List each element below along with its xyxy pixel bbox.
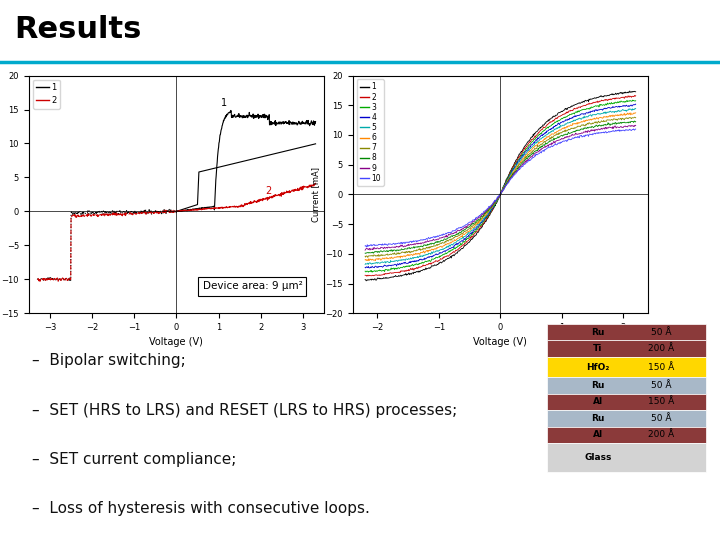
Text: –  SET current compliance;: – SET current compliance; <box>32 452 236 467</box>
Legend: 1, 2, 3, 4, 5, 6, 7, 8, 9, 10: 1, 2, 3, 4, 5, 6, 7, 8, 9, 10 <box>356 79 384 186</box>
Text: –  Loss of hysteresis with consecutive loops.: – Loss of hysteresis with consecutive lo… <box>32 501 370 516</box>
Text: Al: Al <box>593 397 603 407</box>
X-axis label: Voltage (V): Voltage (V) <box>474 338 527 347</box>
Text: Ru: Ru <box>591 381 605 390</box>
Text: Ti: Ti <box>593 344 603 353</box>
Text: 200 Å: 200 Å <box>648 344 675 353</box>
Text: 150 Å: 150 Å <box>648 397 675 407</box>
Text: Device area: 9 μm²: Device area: 9 μm² <box>202 281 302 292</box>
Text: 150 Å: 150 Å <box>648 362 675 372</box>
Text: 200 Å: 200 Å <box>648 430 675 440</box>
Bar <box>547 410 706 427</box>
Text: HfO₂: HfO₂ <box>586 362 610 372</box>
Bar <box>547 324 706 340</box>
Bar <box>547 340 706 357</box>
Text: 1: 1 <box>220 98 227 108</box>
Text: 50 Å: 50 Å <box>651 414 672 423</box>
Text: 2: 2 <box>265 186 271 197</box>
Bar <box>547 443 706 472</box>
Text: Glass: Glass <box>584 453 611 462</box>
Bar <box>547 377 706 394</box>
Text: Ru: Ru <box>591 328 605 337</box>
Text: 50 Å: 50 Å <box>651 381 672 390</box>
Text: Ru: Ru <box>591 414 605 423</box>
Text: Al: Al <box>593 430 603 440</box>
Y-axis label: Current [mA]: Current [mA] <box>311 167 320 222</box>
Legend: 1, 2: 1, 2 <box>33 80 60 109</box>
Bar <box>547 357 706 377</box>
X-axis label: Voltage (V): Voltage (V) <box>150 338 203 347</box>
Text: Results: Results <box>14 15 142 44</box>
Text: 50 Å: 50 Å <box>651 328 672 337</box>
Bar <box>547 394 706 410</box>
Text: –  SET (HRS to LRS) and RESET (LRS to HRS) processes;: – SET (HRS to LRS) and RESET (LRS to HRS… <box>32 403 457 417</box>
Text: –  Bipolar switching;: – Bipolar switching; <box>32 354 186 368</box>
Bar <box>547 427 706 443</box>
